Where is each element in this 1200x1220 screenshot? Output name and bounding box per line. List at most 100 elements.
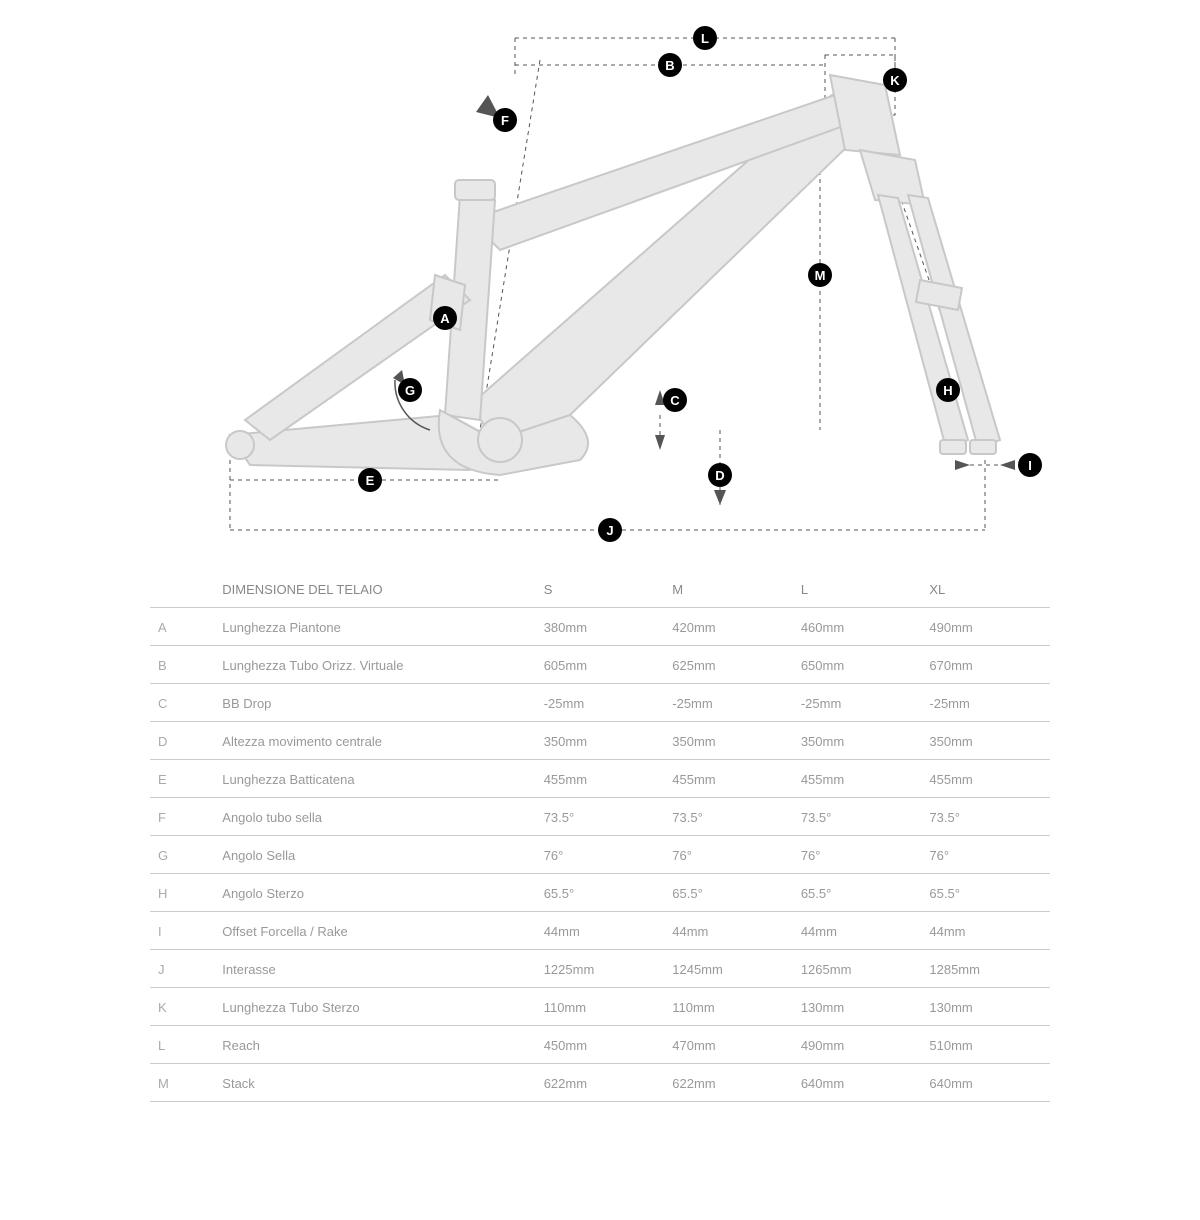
row-value: 65.5° <box>536 874 665 912</box>
row-value: 470mm <box>664 1026 793 1064</box>
row-value: 76° <box>793 836 922 874</box>
row-value: 640mm <box>921 1064 1050 1102</box>
row-key: K <box>150 988 214 1026</box>
label-dot-i: I <box>1018 453 1042 477</box>
row-key: D <box>150 722 214 760</box>
row-label: BB Drop <box>214 684 535 722</box>
row-value: 622mm <box>536 1064 665 1102</box>
row-value: -25mm <box>793 684 922 722</box>
row-value: 44mm <box>664 912 793 950</box>
row-value: 1265mm <box>793 950 922 988</box>
row-label: Offset Forcella / Rake <box>214 912 535 950</box>
row-value: 65.5° <box>664 874 793 912</box>
table-row: ALunghezza Piantone380mm420mm460mm490mm <box>150 608 1050 646</box>
table-row: CBB Drop-25mm-25mm-25mm-25mm <box>150 684 1050 722</box>
header-label: DIMENSIONE DEL TELAIO <box>214 570 535 608</box>
row-value: 650mm <box>793 646 922 684</box>
geometry-diagram: ABCDEFGHIJKLM <box>100 20 1100 550</box>
row-value: 1245mm <box>664 950 793 988</box>
row-value: 455mm <box>536 760 665 798</box>
row-value: 450mm <box>536 1026 665 1064</box>
size-xl: XL <box>921 570 1050 608</box>
row-value: -25mm <box>536 684 665 722</box>
row-value: 73.5° <box>536 798 665 836</box>
table-row: GAngolo Sella76°76°76°76° <box>150 836 1050 874</box>
frame-svg <box>100 20 1100 550</box>
table-row: HAngolo Sterzo65.5°65.5°65.5°65.5° <box>150 874 1050 912</box>
table-row: KLunghezza Tubo Sterzo110mm110mm130mm130… <box>150 988 1050 1026</box>
table-row: FAngolo tubo sella73.5°73.5°73.5°73.5° <box>150 798 1050 836</box>
row-label: Angolo tubo sella <box>214 798 535 836</box>
row-value: 130mm <box>793 988 922 1026</box>
label-dot-d: D <box>708 463 732 487</box>
row-key: E <box>150 760 214 798</box>
row-value: 73.5° <box>921 798 1050 836</box>
label-dot-e: E <box>358 468 382 492</box>
row-value: 350mm <box>793 722 922 760</box>
row-value: -25mm <box>664 684 793 722</box>
row-label: Interasse <box>214 950 535 988</box>
row-value: 490mm <box>921 608 1050 646</box>
label-dot-a: A <box>433 306 457 330</box>
row-key: M <box>150 1064 214 1102</box>
row-key: I <box>150 912 214 950</box>
label-dot-f: F <box>493 108 517 132</box>
row-value: 1225mm <box>536 950 665 988</box>
row-key: L <box>150 1026 214 1064</box>
table-row: LReach450mm470mm490mm510mm <box>150 1026 1050 1064</box>
row-value: 622mm <box>664 1064 793 1102</box>
label-dot-g: G <box>398 378 422 402</box>
row-value: 455mm <box>793 760 922 798</box>
label-dot-b: B <box>658 53 682 77</box>
table-header-row: DIMENSIONE DEL TELAIO S M L XL <box>150 570 1050 608</box>
table-row: BLunghezza Tubo Orizz. Virtuale605mm625m… <box>150 646 1050 684</box>
row-value: 605mm <box>536 646 665 684</box>
row-key: J <box>150 950 214 988</box>
row-key: F <box>150 798 214 836</box>
row-value: 76° <box>664 836 793 874</box>
row-value: 65.5° <box>793 874 922 912</box>
row-value: 455mm <box>664 760 793 798</box>
row-label: Altezza movimento centrale <box>214 722 535 760</box>
row-value: 65.5° <box>921 874 1050 912</box>
row-label: Lunghezza Tubo Sterzo <box>214 988 535 1026</box>
row-label: Angolo Sterzo <box>214 874 535 912</box>
row-value: 1285mm <box>921 950 1050 988</box>
row-key: H <box>150 874 214 912</box>
row-value: 110mm <box>536 988 665 1026</box>
size-l: L <box>793 570 922 608</box>
row-value: 44mm <box>793 912 922 950</box>
row-key: A <box>150 608 214 646</box>
row-value: 110mm <box>664 988 793 1026</box>
row-label: Stack <box>214 1064 535 1102</box>
table-row: JInterasse1225mm1245mm1265mm1285mm <box>150 950 1050 988</box>
row-value: 420mm <box>664 608 793 646</box>
row-value: 76° <box>536 836 665 874</box>
table-row: MStack622mm622mm640mm640mm <box>150 1064 1050 1102</box>
geometry-table: DIMENSIONE DEL TELAIO S M L XL ALunghezz… <box>150 560 1050 1102</box>
label-dot-h: H <box>936 378 960 402</box>
label-dot-m: M <box>808 263 832 287</box>
row-label: Angolo Sella <box>214 836 535 874</box>
row-value: 510mm <box>921 1026 1050 1064</box>
label-dot-j: J <box>598 518 622 542</box>
row-label: Lunghezza Batticatena <box>214 760 535 798</box>
row-value: 380mm <box>536 608 665 646</box>
row-value: 460mm <box>793 608 922 646</box>
row-value: 455mm <box>921 760 1050 798</box>
table-row: DAltezza movimento centrale350mm350mm350… <box>150 722 1050 760</box>
row-value: 350mm <box>921 722 1050 760</box>
row-value: 76° <box>921 836 1050 874</box>
row-value: 73.5° <box>664 798 793 836</box>
row-value: 670mm <box>921 646 1050 684</box>
row-label: Lunghezza Tubo Orizz. Virtuale <box>214 646 535 684</box>
label-dot-l: L <box>693 26 717 50</box>
row-value: 73.5° <box>793 798 922 836</box>
table-row: ELunghezza Batticatena455mm455mm455mm455… <box>150 760 1050 798</box>
row-value: 625mm <box>664 646 793 684</box>
row-value: -25mm <box>921 684 1050 722</box>
row-value: 350mm <box>536 722 665 760</box>
row-value: 350mm <box>664 722 793 760</box>
row-label: Lunghezza Piantone <box>214 608 535 646</box>
row-value: 640mm <box>793 1064 922 1102</box>
